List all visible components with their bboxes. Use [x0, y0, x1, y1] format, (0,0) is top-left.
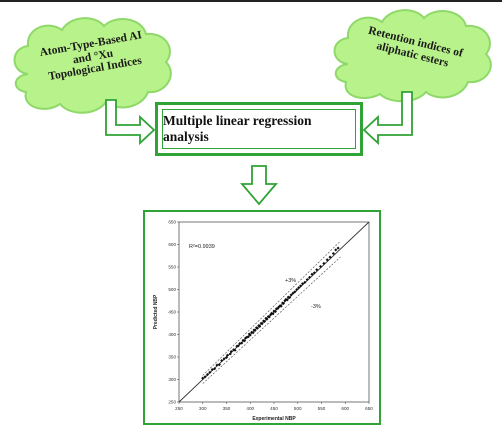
x-tick-label: 600	[341, 406, 349, 411]
y-tick-label: 350	[168, 355, 176, 360]
y-tick-label: 600	[168, 242, 176, 247]
plus-band-label: +3%	[285, 278, 296, 284]
mlr-box: Multiple linear regression analysis	[155, 102, 363, 156]
down-arrow	[240, 165, 278, 206]
y-tick-label: 550	[168, 265, 176, 270]
cloud-left	[13, 17, 172, 114]
upper-band-line	[202, 240, 341, 376]
x-tick-label: 400	[246, 406, 254, 411]
data-point	[228, 352, 232, 356]
x-tick-label: 650	[365, 406, 373, 411]
x-tick-label: 500	[294, 406, 302, 411]
data-point	[248, 333, 252, 337]
y-tick-label: 500	[168, 287, 176, 292]
data-point	[233, 348, 237, 352]
right-elbow-arrow	[362, 91, 413, 146]
y-tick-label: 300	[168, 377, 176, 382]
x-tick-label: 250	[175, 406, 183, 411]
x-ticks: 250 300 350 400 450 500 550 600 650	[175, 402, 373, 411]
left-elbow-arrow	[105, 99, 156, 146]
r2-annotation: R²=0.9939	[189, 244, 215, 250]
mlr-box-label: Multiple linear regression analysis	[163, 113, 312, 144]
y-axis-label: Predicted NBP	[153, 294, 159, 329]
x-tick-label: 350	[223, 406, 231, 411]
y-tick-label: 650	[168, 220, 176, 225]
x-tick-label: 450	[270, 406, 278, 411]
cloud-right	[333, 9, 492, 103]
cloud-left-shape	[13, 17, 172, 114]
data-point	[325, 258, 329, 262]
x-tick-label: 550	[318, 406, 326, 411]
scatter-plot-frame: 250 300 350 400 450 500 550 600 650 250 300 350 400…	[143, 210, 381, 425]
y-tick-label: 250	[168, 400, 176, 405]
lower-band-line	[202, 256, 341, 384]
error-bands	[202, 240, 341, 384]
scatter-plot: 250 300 350 400 450 500 550 600 650 250 300 350 400…	[153, 220, 373, 422]
y-tick-label: 450	[168, 310, 176, 315]
data-point	[253, 328, 257, 333]
x-axis-label: Experimental NBP	[252, 416, 296, 422]
y-ticks: 250 300 350 400 450 500 550 600 650	[168, 220, 179, 405]
y-tick-label: 400	[168, 332, 176, 337]
cloud-right-shape	[333, 9, 492, 103]
mlr-box-inner: Multiple linear regression analysis	[162, 109, 356, 149]
minus-band-label: -3%	[311, 304, 321, 310]
top-rule	[0, 0, 502, 2]
x-tick-label: 300	[199, 406, 207, 411]
